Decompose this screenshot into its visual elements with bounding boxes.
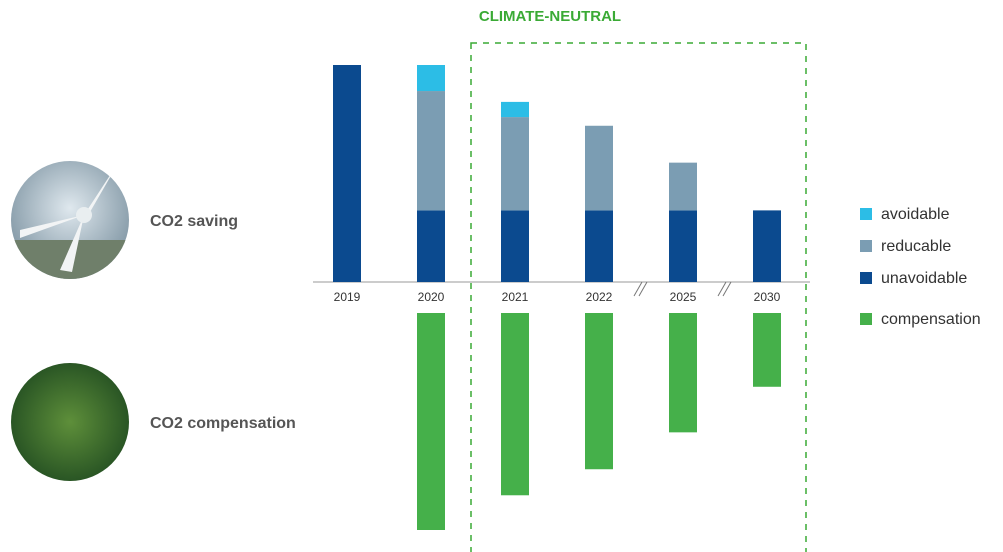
- bar-segment: [669, 210, 697, 282]
- bar-segment: [417, 210, 445, 282]
- bar-segment: [417, 91, 445, 211]
- legend-swatch: [860, 313, 872, 325]
- bar-segment: [753, 210, 781, 282]
- legend-label: avoidable: [881, 206, 950, 223]
- bar-segment: [669, 313, 697, 433]
- bar-segment: [501, 210, 529, 282]
- x-tick-label: 2020: [418, 290, 445, 304]
- bar-segment: [753, 313, 781, 387]
- forest-image: [11, 363, 129, 481]
- bar-segment: [501, 101, 529, 118]
- x-tick-label: 2025: [670, 290, 697, 304]
- x-tick-label: 2019: [334, 290, 361, 304]
- bar-segment: [417, 313, 445, 530]
- x-tick-label: 2022: [586, 290, 613, 304]
- legend-label: compensation: [881, 311, 981, 328]
- row-label: CO2 saving: [150, 213, 238, 230]
- bar-segment: [417, 65, 445, 92]
- annotation: CLIMATE-NEUTRAL: [479, 8, 621, 25]
- bar-segment: [333, 65, 361, 282]
- legend-swatch: [860, 272, 872, 284]
- bar-segment: [669, 162, 697, 211]
- axis-break: [633, 281, 732, 297]
- x-tick-label: 2030: [754, 290, 781, 304]
- legend-swatch: [860, 240, 872, 252]
- x-tick-label: 2021: [502, 290, 529, 304]
- row-label: CO2 compensation: [150, 415, 296, 432]
- bar-segment: [585, 313, 613, 470]
- bar-segment: [501, 313, 529, 496]
- legend-label: reducable: [881, 238, 951, 255]
- legend-label: unavoidable: [881, 270, 967, 287]
- bar-segment: [501, 117, 529, 211]
- bar-segment: [585, 125, 613, 211]
- bar-segment: [585, 210, 613, 282]
- legend-swatch: [860, 208, 872, 220]
